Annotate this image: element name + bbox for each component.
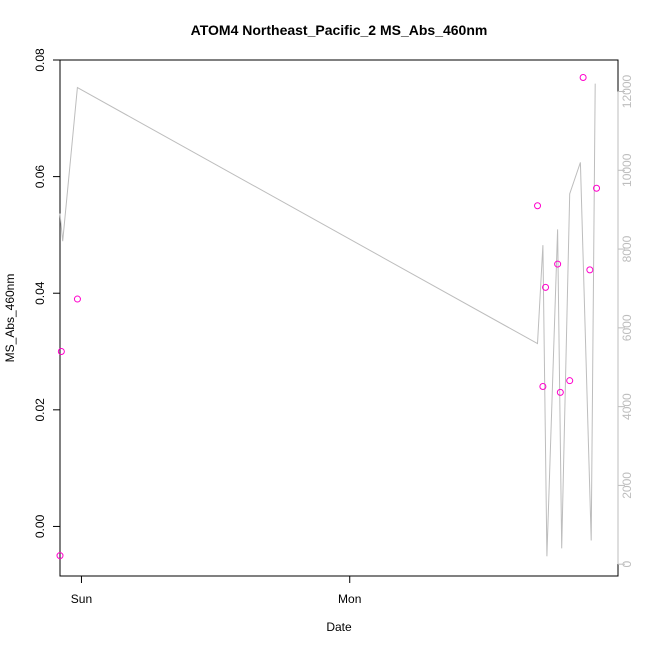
right-tick-label: 12000 <box>620 75 634 109</box>
left-tick-label: 0.02 <box>33 398 47 422</box>
scatter-point <box>539 383 547 391</box>
line-series <box>59 83 596 557</box>
left-tick-label: 0.00 <box>33 514 47 538</box>
scatter-point <box>593 184 601 192</box>
left-tick-label: 0.08 <box>33 48 47 72</box>
scatter-point <box>586 266 594 274</box>
y-axis-label: MS_Abs_460nm <box>3 274 17 363</box>
right-tick-label: 8000 <box>620 235 634 262</box>
scatter-point <box>542 283 550 291</box>
right-tick-label: 10000 <box>620 153 634 187</box>
right-axis: 0 2000 4000 6000 8000 10000 12000 <box>617 75 634 568</box>
scatter-point <box>534 202 542 210</box>
scatter-point <box>57 348 65 356</box>
right-tick-label: 2000 <box>620 472 634 499</box>
scatter-point <box>56 552 64 560</box>
scatter-point <box>73 295 81 303</box>
scatter-point <box>566 377 574 385</box>
scatter-series <box>56 73 601 560</box>
right-tick-label: 0 <box>620 561 634 568</box>
x-tick-label: Sun <box>71 592 92 606</box>
x-axis: Sun Mon <box>71 575 361 606</box>
scatter-point <box>554 260 562 268</box>
x-tick-label: Mon <box>338 592 361 606</box>
chart-title: ATOM4 Northeast_Pacific_2 MS_Abs_460nm <box>191 22 488 38</box>
left-axis: 0.00 0.02 0.04 0.06 0.08 <box>33 48 61 538</box>
right-tick-label: 6000 <box>620 314 634 341</box>
line-series-path <box>59 83 596 557</box>
scatter-point <box>556 388 564 396</box>
left-tick-label: 0.04 <box>33 281 47 305</box>
right-tick-label: 4000 <box>620 393 634 420</box>
left-tick-label: 0.06 <box>33 165 47 189</box>
x-axis-label: Date <box>326 620 352 634</box>
scatter-point <box>579 73 587 81</box>
plot-frame <box>59 59 619 577</box>
